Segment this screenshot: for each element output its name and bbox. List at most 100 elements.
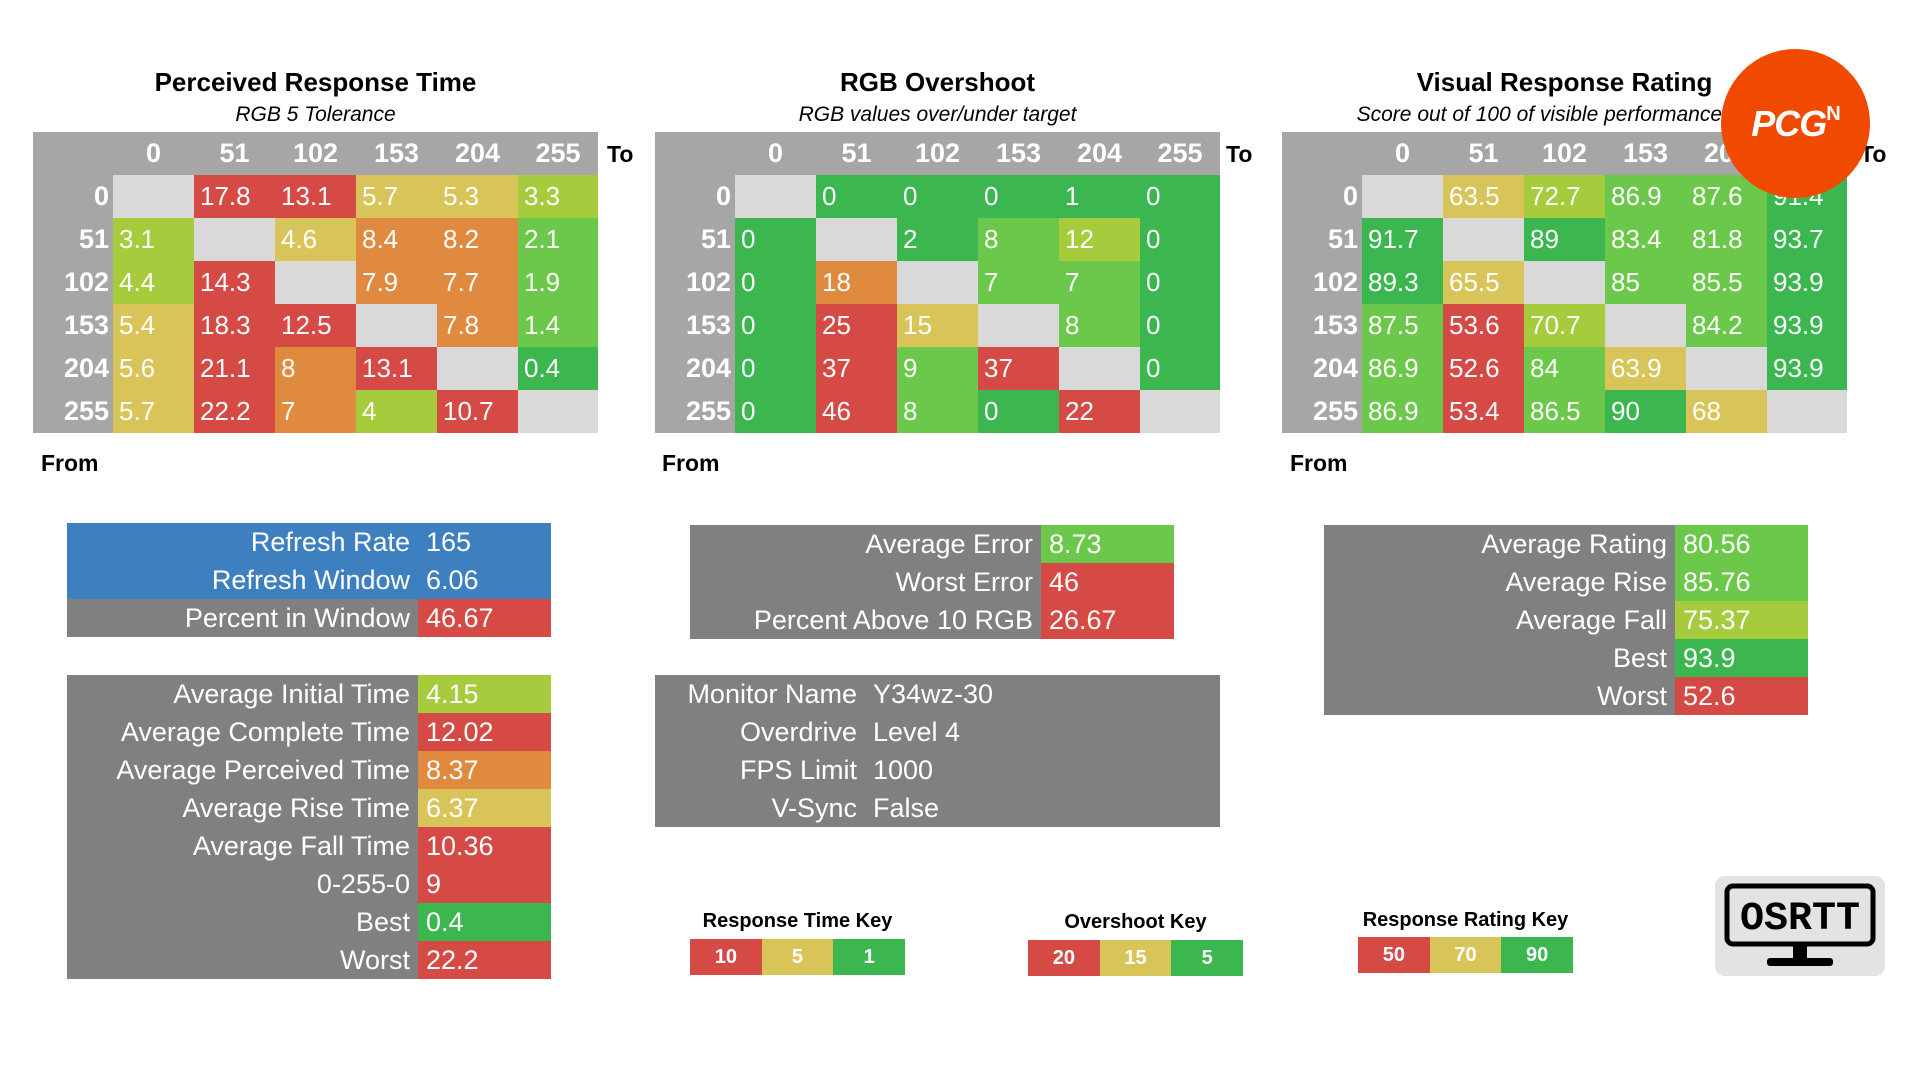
row-header: 0 bbox=[33, 175, 113, 218]
stat-value: Y34wz-30 bbox=[865, 675, 1220, 713]
pcgn-logo-text: PCG bbox=[1751, 102, 1827, 144]
stat-label: Monitor Name bbox=[655, 675, 865, 713]
stat-value: 8.37 bbox=[418, 751, 551, 789]
stat-value: 165 bbox=[418, 523, 551, 561]
heatmap-row: 51 0 2 8 12 0 bbox=[655, 218, 1220, 261]
heatmap-cell: 83.4 bbox=[1605, 218, 1686, 261]
heatmap-cell: 0 bbox=[735, 261, 816, 304]
heatmap-cell: 1.4 bbox=[518, 304, 598, 347]
stat-label: Average Perceived Time bbox=[67, 751, 418, 789]
heatmap-cell: 93.9 bbox=[1767, 261, 1847, 304]
heatmap-cell-empty bbox=[978, 304, 1059, 347]
row-header: 153 bbox=[1282, 304, 1362, 347]
heatmap-cell: 89.3 bbox=[1362, 261, 1443, 304]
heatmap-cell-empty bbox=[735, 175, 816, 218]
stat-label: Average Rise bbox=[1324, 563, 1675, 601]
column-header: 153 bbox=[356, 132, 437, 175]
key-swatch: 50 bbox=[1358, 937, 1430, 973]
heatmap-cell: 86.9 bbox=[1362, 390, 1443, 433]
row-header: 51 bbox=[33, 218, 113, 261]
heatmap-cell: 2 bbox=[897, 218, 978, 261]
heatmap-cell: 0 bbox=[897, 175, 978, 218]
key-title: Response Rating Key bbox=[1362, 909, 1569, 931]
refresh-stats-table: Refresh Rate 165 Refresh Window 6.06 Percent… bbox=[67, 523, 551, 637]
heatmap-cell: 85 bbox=[1605, 261, 1686, 304]
stat-label: FPS Limit bbox=[655, 751, 865, 789]
heatmap-row: 153 5.4 18.3 12.5 7.8 1.4 bbox=[33, 304, 598, 347]
heatmap-row: 102 89.3 65.5 85 85.5 93.9 bbox=[1282, 261, 1847, 304]
heatmap-cell: 8.2 bbox=[437, 218, 518, 261]
stat-label: Refresh Window bbox=[67, 561, 418, 599]
stat-row: Average Rise Time 6.37 bbox=[67, 789, 551, 827]
heatmap-cell: 2.1 bbox=[518, 218, 598, 261]
row-header: 102 bbox=[1282, 261, 1362, 304]
heatmap-cell: 86.9 bbox=[1605, 175, 1686, 218]
stat-label: Overdrive bbox=[655, 713, 865, 751]
row-header: 51 bbox=[1282, 218, 1362, 261]
stat-label: Average Complete Time bbox=[67, 713, 418, 751]
heatmap-cell: 9 bbox=[897, 347, 978, 390]
overshoot-key: 20 15 5 bbox=[1028, 940, 1243, 976]
stat-row: Average Error 8.73 bbox=[690, 525, 1174, 563]
stat-row: Worst 22.2 bbox=[67, 941, 551, 979]
stat-value: 46 bbox=[1041, 563, 1174, 601]
stat-row: 0-255-0 9 bbox=[67, 865, 551, 903]
heatmap-cell-empty bbox=[1686, 347, 1767, 390]
heatmap-cell: 22.2 bbox=[194, 390, 275, 433]
stat-value: 46.67 bbox=[418, 599, 551, 637]
stat-value: 9 bbox=[418, 865, 551, 903]
response-time-key: 10 5 1 bbox=[690, 939, 905, 975]
stat-row: Monitor Name Y34wz-30 bbox=[655, 675, 1220, 713]
heatmap-cell: 13.1 bbox=[275, 175, 356, 218]
axis-from-label: From bbox=[662, 450, 720, 476]
stat-row: Overdrive Level 4 bbox=[655, 713, 1220, 751]
heatmap-cell-empty bbox=[1443, 218, 1524, 261]
stat-label: Worst Error bbox=[690, 563, 1041, 601]
stat-value: 80.56 bbox=[1675, 525, 1808, 563]
heatmap-cell: 0 bbox=[735, 218, 816, 261]
heatmap-cell: 5.4 bbox=[113, 304, 194, 347]
overshoot-stats-table: Average Error 8.73 Worst Error 46 Percent Ab… bbox=[690, 525, 1174, 639]
heatmap-cell: 63.9 bbox=[1605, 347, 1686, 390]
key-swatch: 20 bbox=[1028, 940, 1100, 976]
chart-title: RGB Overshoot bbox=[839, 67, 1036, 97]
heatmap-cell-empty bbox=[1362, 175, 1443, 218]
heatmap-cell: 8 bbox=[275, 347, 356, 390]
stat-label: Worst bbox=[1324, 677, 1675, 715]
column-header: 51 bbox=[194, 132, 275, 175]
stat-label: Percent in Window bbox=[67, 599, 418, 637]
heatmap-cell-empty bbox=[1767, 390, 1847, 433]
heatmap-cell: 18 bbox=[816, 261, 897, 304]
monitor-info-table: Monitor Name Y34wz-30 Overdrive Level 4 FPS … bbox=[655, 675, 1220, 827]
stat-label: 0-255-0 bbox=[67, 865, 418, 903]
stat-value: False bbox=[865, 789, 1220, 827]
heatmap-cell: 93.9 bbox=[1767, 347, 1847, 390]
row-header: 51 bbox=[655, 218, 735, 261]
heatmap-cell: 93.9 bbox=[1767, 304, 1847, 347]
row-header: 102 bbox=[33, 261, 113, 304]
heatmap-perceived-response-time: 0 51 102 153 204 255 0 17.8 13.1 5.7 5.3 3.3 51 3.1 4.… bbox=[33, 132, 598, 433]
axis-from-label: From bbox=[41, 450, 99, 476]
response-rating-key: 50 70 90 bbox=[1358, 937, 1573, 973]
heatmap-cell: 81.8 bbox=[1686, 218, 1767, 261]
heatmap-cell: 93.7 bbox=[1767, 218, 1847, 261]
row-header: 102 bbox=[655, 261, 735, 304]
heatmap-cell: 90 bbox=[1605, 390, 1686, 433]
heatmap-cell: 10.7 bbox=[437, 390, 518, 433]
column-header: 255 bbox=[1140, 132, 1220, 175]
heatmap-row: 0 17.8 13.1 5.7 5.3 3.3 bbox=[33, 175, 598, 218]
column-header: 153 bbox=[978, 132, 1059, 175]
heatmap-cell: 0 bbox=[1140, 218, 1220, 261]
heatmap-row: 255 0 46 8 0 22 bbox=[655, 390, 1220, 433]
heatmap-cell: 0 bbox=[816, 175, 897, 218]
heatmap-cell: 72.7 bbox=[1524, 175, 1605, 218]
heatmap-cell: 1.9 bbox=[518, 261, 598, 304]
stat-label: Best bbox=[1324, 639, 1675, 677]
heatmap-cell: 0 bbox=[735, 390, 816, 433]
row-header: 0 bbox=[1282, 175, 1362, 218]
column-header: 204 bbox=[1059, 132, 1140, 175]
heatmap-row: 102 4.4 14.3 7.9 7.7 1.9 bbox=[33, 261, 598, 304]
chart-title: Visual Response Rating bbox=[1416, 67, 1713, 97]
column-header: 0 bbox=[113, 132, 194, 175]
key-swatch: 5 bbox=[1171, 940, 1243, 976]
